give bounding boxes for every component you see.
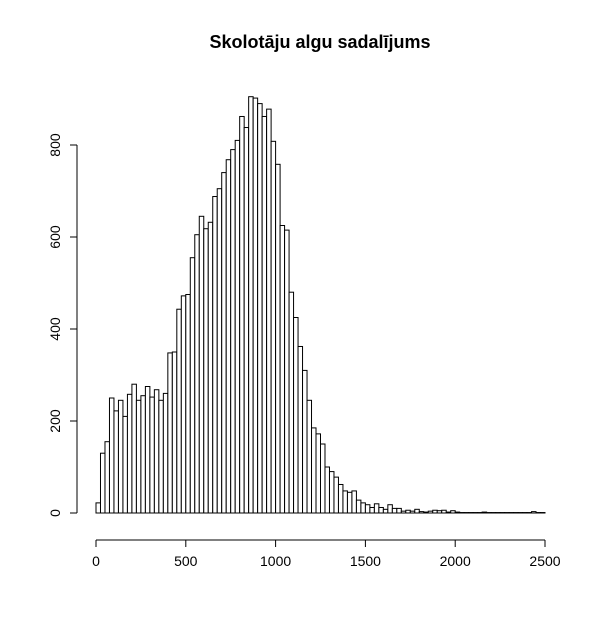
histogram-bar xyxy=(482,512,486,513)
y-tick-label: 800 xyxy=(47,133,63,157)
histogram-bar xyxy=(316,434,320,513)
histogram-bar xyxy=(329,472,333,513)
histogram-bar xyxy=(325,467,329,513)
histogram-bar xyxy=(226,160,230,513)
histogram-bar xyxy=(109,398,113,513)
histogram-bar xyxy=(136,400,140,513)
histogram-bar xyxy=(186,295,190,514)
y-tick-label: 200 xyxy=(47,409,63,433)
histogram-bar xyxy=(249,97,253,513)
histogram-bar xyxy=(244,128,248,513)
x-tick-label: 1500 xyxy=(350,553,381,569)
histogram-bar xyxy=(96,503,100,513)
histogram-bar xyxy=(276,164,280,513)
x-tick-label: 2000 xyxy=(440,553,471,569)
histogram-bar xyxy=(258,104,262,513)
histogram-bar xyxy=(280,226,284,514)
histogram-bar xyxy=(343,491,347,513)
histogram-bar xyxy=(145,387,149,514)
histogram-bar xyxy=(271,141,275,513)
histogram-bar xyxy=(118,400,122,513)
histogram-bar xyxy=(217,189,221,513)
histogram-bar xyxy=(150,397,154,513)
histogram-bar xyxy=(446,512,450,513)
histogram-bar xyxy=(307,400,311,513)
histogram-bar xyxy=(428,511,432,513)
histogram-bar xyxy=(123,416,127,513)
histogram-bar xyxy=(388,505,392,513)
histogram-bar xyxy=(105,442,109,513)
histogram-bar xyxy=(312,428,316,513)
histogram-bar xyxy=(289,292,293,513)
histogram-bar xyxy=(442,510,446,513)
histogram-bar xyxy=(338,484,342,513)
histogram-bar xyxy=(114,411,118,513)
histogram-bar xyxy=(195,235,199,513)
histogram-bar xyxy=(410,511,414,513)
histogram-bar xyxy=(190,258,194,513)
histogram-bar xyxy=(356,500,360,513)
y-tick-label: 600 xyxy=(47,225,63,249)
histogram-bar xyxy=(392,508,396,513)
histogram-bar xyxy=(222,173,226,513)
x-tick-label: 0 xyxy=(92,553,100,569)
x-tick-label: 2500 xyxy=(529,553,560,569)
histogram-bar xyxy=(163,393,167,513)
histogram-bar xyxy=(100,453,104,513)
histogram-bar xyxy=(419,512,423,513)
histogram-bar xyxy=(321,444,325,513)
histogram-bar xyxy=(451,511,455,513)
histogram-bar xyxy=(401,511,405,513)
histogram-bar xyxy=(235,140,239,513)
histogram-bar xyxy=(455,512,459,513)
histogram-bar xyxy=(204,229,208,513)
histogram-bar xyxy=(294,318,298,514)
histogram-bar xyxy=(334,477,338,513)
histogram-bar xyxy=(298,346,302,513)
histogram-bar xyxy=(132,384,136,513)
histogram-bar xyxy=(424,512,428,513)
histogram-bar xyxy=(181,296,185,513)
histogram-bar xyxy=(168,353,172,513)
y-tick-label: 0 xyxy=(47,509,63,517)
histogram-bar xyxy=(383,509,387,513)
histogram-bar xyxy=(406,510,410,513)
histogram-bar xyxy=(127,394,131,513)
histogram-bar xyxy=(433,510,437,513)
histogram-bar xyxy=(199,216,203,513)
histogram-bar xyxy=(262,116,266,513)
histogram-bar xyxy=(159,400,163,513)
histogram-bar xyxy=(285,230,289,513)
x-axis: 0 500 1000 1500 2000 2500 xyxy=(92,540,561,569)
histogram-bar xyxy=(347,492,351,513)
histogram-bar xyxy=(141,396,145,513)
histogram-bar xyxy=(213,197,217,513)
y-tick-label: 400 xyxy=(47,317,63,341)
chart-title: Skolotāju algu sadalījums xyxy=(209,32,430,52)
histogram-bar xyxy=(365,505,369,513)
histogram-bar xyxy=(532,512,536,513)
histogram-bar xyxy=(267,109,271,513)
x-tick-label: 1000 xyxy=(260,553,291,569)
histogram-bar xyxy=(177,309,181,513)
y-axis: 0 200 400 600 800 xyxy=(47,133,77,517)
histogram-bar xyxy=(415,509,419,513)
histogram-bar xyxy=(352,491,356,513)
histogram-bar xyxy=(437,511,441,513)
histogram-bar xyxy=(397,508,401,513)
histogram-bar xyxy=(361,503,365,513)
histogram-bar xyxy=(303,370,307,513)
histogram-bar xyxy=(240,116,244,513)
histogram-bar xyxy=(172,352,176,513)
histogram-bars xyxy=(96,97,545,513)
histogram-bar xyxy=(253,98,257,513)
histogram-bar xyxy=(370,507,374,513)
histogram-bar xyxy=(208,222,212,513)
histogram-bar xyxy=(154,390,158,513)
histogram-bar xyxy=(231,150,235,513)
histogram-bar xyxy=(379,507,383,513)
histogram-bar xyxy=(374,504,378,513)
x-tick-label: 500 xyxy=(174,553,198,569)
